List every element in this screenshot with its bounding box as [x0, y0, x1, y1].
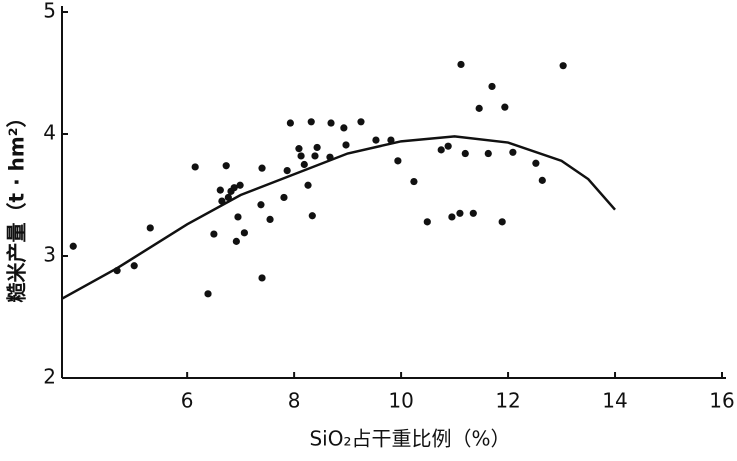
data-point — [286, 119, 294, 127]
data-point — [357, 118, 365, 126]
data-point — [437, 146, 445, 154]
data-point — [304, 181, 312, 189]
data-point — [488, 82, 496, 91]
data-point — [457, 60, 465, 69]
data-point — [372, 136, 380, 144]
data-point — [266, 215, 274, 223]
data-point — [280, 193, 288, 202]
data-point — [216, 186, 224, 194]
data-point — [257, 201, 265, 209]
data-point — [410, 177, 418, 186]
data-point — [444, 142, 452, 150]
y-tick-label: 4 — [43, 121, 56, 145]
data-point — [456, 209, 464, 217]
data-point — [210, 230, 218, 238]
x-axis-label: SiO₂占干重比例（%） — [309, 427, 510, 451]
data-point — [461, 149, 469, 158]
data-point — [538, 176, 546, 184]
y-tick-label: 5 — [43, 0, 56, 23]
x-tick-label: 12 — [495, 389, 520, 413]
data-point — [311, 152, 319, 160]
fit-curve — [61, 135, 616, 300]
data-point — [469, 209, 477, 217]
x-tick-label: 8 — [288, 389, 301, 413]
data-point — [224, 193, 232, 202]
data-point — [313, 143, 321, 152]
x-tick-label: 6 — [181, 389, 194, 413]
data-point — [484, 149, 492, 158]
data-point — [327, 119, 335, 127]
x-tick-label: 14 — [602, 389, 627, 413]
data-point — [69, 242, 77, 250]
data-point — [559, 62, 567, 70]
x-tick-label: 16 — [709, 389, 734, 413]
data-point — [475, 104, 483, 112]
data-point — [230, 184, 238, 192]
data-point — [146, 224, 154, 232]
data-point — [448, 213, 456, 221]
data-point — [342, 141, 350, 149]
data-point — [258, 274, 266, 282]
data-point — [232, 237, 240, 245]
data-point — [204, 290, 212, 298]
data-point — [394, 157, 402, 165]
data-point — [130, 262, 138, 270]
data-point — [308, 212, 316, 220]
y-axis-label: 糙米产量（t · hm²） — [5, 108, 29, 303]
data-point — [300, 160, 308, 169]
data-point — [340, 124, 348, 132]
data-point — [387, 136, 395, 144]
data-point — [423, 218, 431, 226]
data-point — [234, 213, 242, 221]
data-point — [222, 162, 230, 170]
data-point — [283, 167, 291, 175]
data-point — [240, 229, 248, 237]
y-tick-label: 2 — [43, 365, 56, 389]
data-point — [191, 163, 199, 171]
data-point — [532, 159, 540, 167]
y-tick-label: 3 — [43, 243, 56, 267]
data-point — [509, 148, 517, 156]
data-point — [307, 118, 315, 126]
data-point — [498, 218, 506, 226]
data-point — [258, 164, 266, 172]
data-point — [236, 181, 244, 189]
data-point — [501, 103, 509, 111]
data-point — [295, 145, 303, 153]
data-point — [297, 152, 305, 160]
x-tick-label: 10 — [388, 389, 413, 413]
